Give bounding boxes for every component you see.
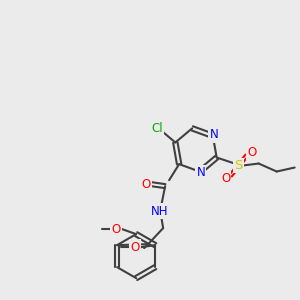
Text: O: O — [221, 172, 230, 185]
Text: N: N — [209, 128, 218, 141]
Text: O: O — [130, 241, 140, 254]
Text: O: O — [112, 223, 121, 236]
Text: N: N — [196, 166, 205, 179]
Text: O: O — [247, 146, 256, 159]
Text: NH: NH — [150, 205, 168, 218]
Text: S: S — [235, 159, 243, 172]
Text: Cl: Cl — [152, 122, 163, 135]
Text: O: O — [142, 178, 151, 190]
